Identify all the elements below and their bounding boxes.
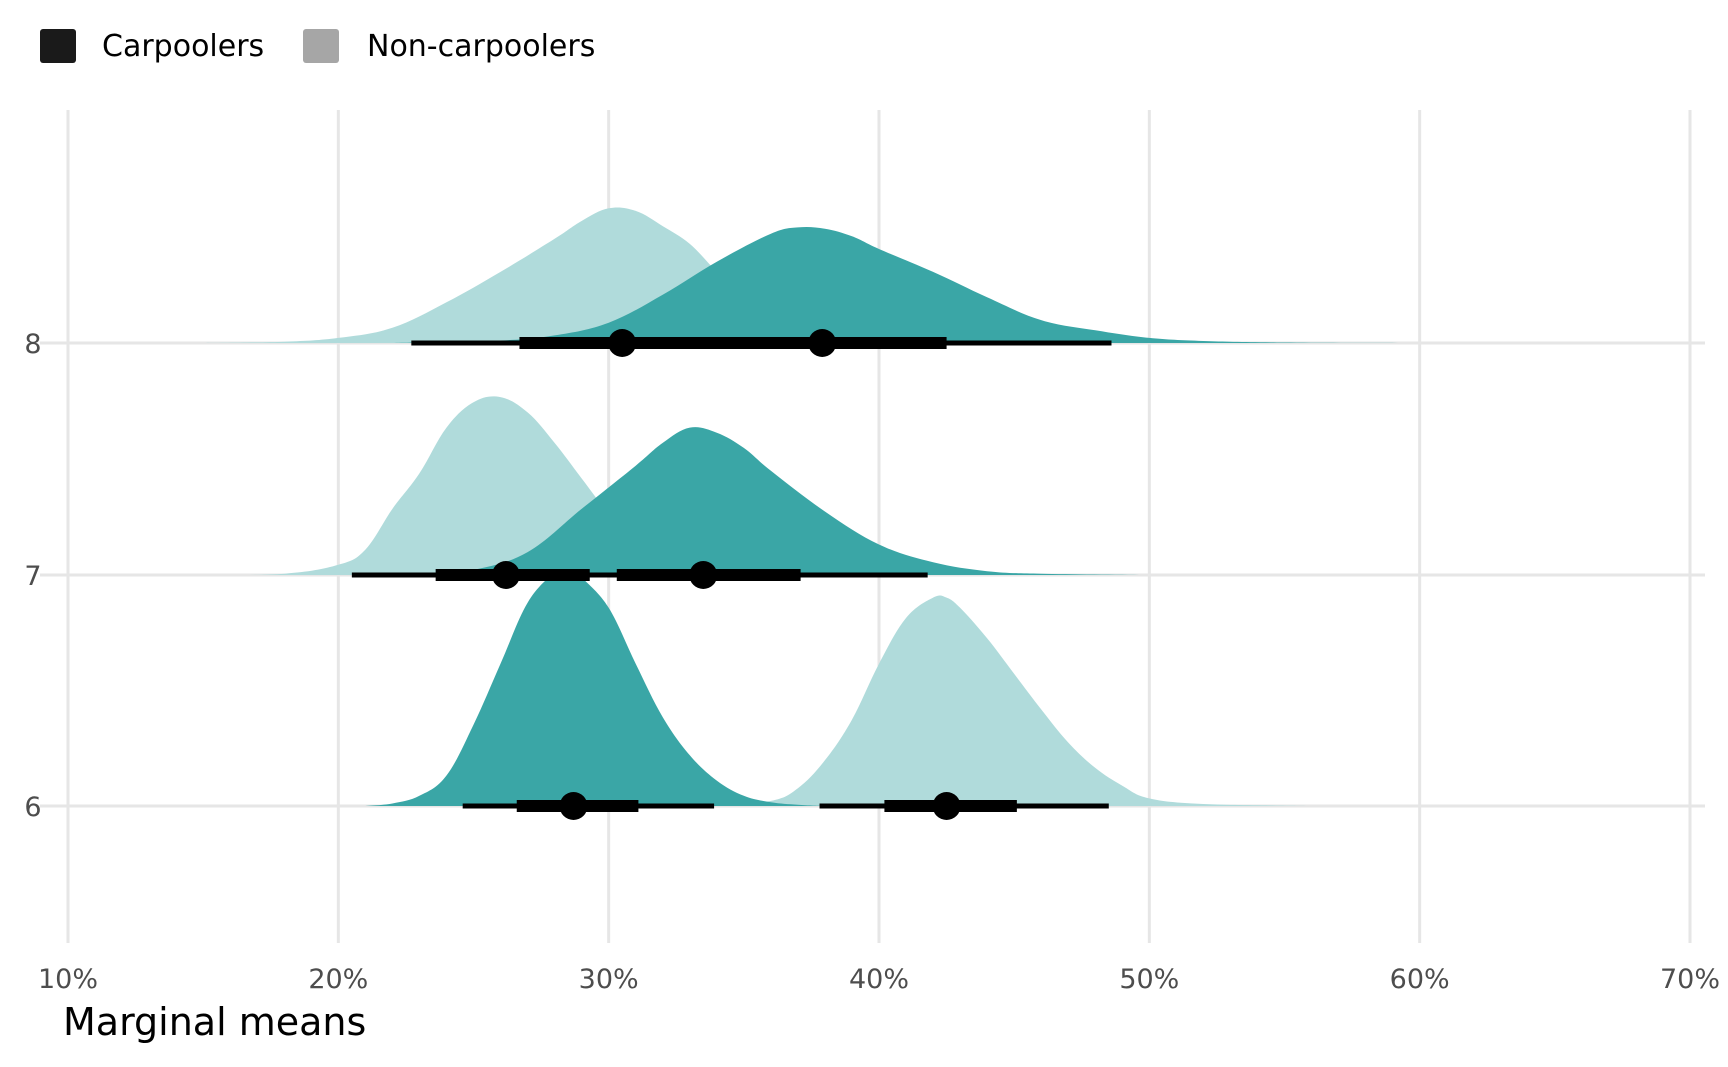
y-tick-labels: 6 7 8: [24, 329, 41, 823]
y-tick-label-6: 6: [24, 792, 41, 823]
y-tick-label-7: 7: [24, 561, 41, 592]
x-tick-label-40: 40%: [849, 964, 909, 995]
x-tick-label-20: 20%: [308, 964, 368, 995]
density-non-carpoolers-row-7: [203, 396, 825, 576]
density-carpoolers-row-8: [392, 226, 1420, 343]
point-estimate-carpoolers-row-6: [559, 792, 588, 820]
x-tick-label-30: 30%: [579, 964, 639, 995]
point-estimate-non-carpoolers-row-8: [608, 329, 637, 357]
point-estimate-non-carpoolers-row-6: [932, 792, 961, 820]
density-carpoolers-row-6: [365, 564, 825, 806]
x-tick-label-10: 10%: [38, 964, 98, 995]
legend-label-carpoolers: Carpoolers: [102, 29, 264, 64]
density-carpoolers-row-7: [419, 427, 1150, 575]
y-tick-label-8: 8: [24, 329, 41, 360]
legend-label-non-carpoolers: Non-carpoolers: [367, 29, 595, 64]
point-estimate-non-carpoolers-row-7: [491, 561, 520, 589]
x-tick-label-50: 50%: [1119, 964, 1179, 995]
interval-layer: [351, 329, 1112, 820]
density-non-carpoolers-row-6: [716, 595, 1312, 806]
x-tick-label-70: 70%: [1660, 964, 1720, 995]
density-layer: [203, 207, 1420, 806]
legend-swatch-carpoolers: [40, 29, 76, 63]
legend-swatch-non-carpoolers: [303, 29, 339, 63]
grid-layer: [40, 110, 1705, 943]
x-axis-title: Marginal means: [63, 1000, 366, 1044]
x-tick-labels: 10% 20% 30% 40% 50% 60% 70%: [38, 964, 1720, 995]
legend: Carpoolers Non-carpoolers: [40, 29, 595, 64]
x-tick-label-60: 60%: [1390, 964, 1450, 995]
